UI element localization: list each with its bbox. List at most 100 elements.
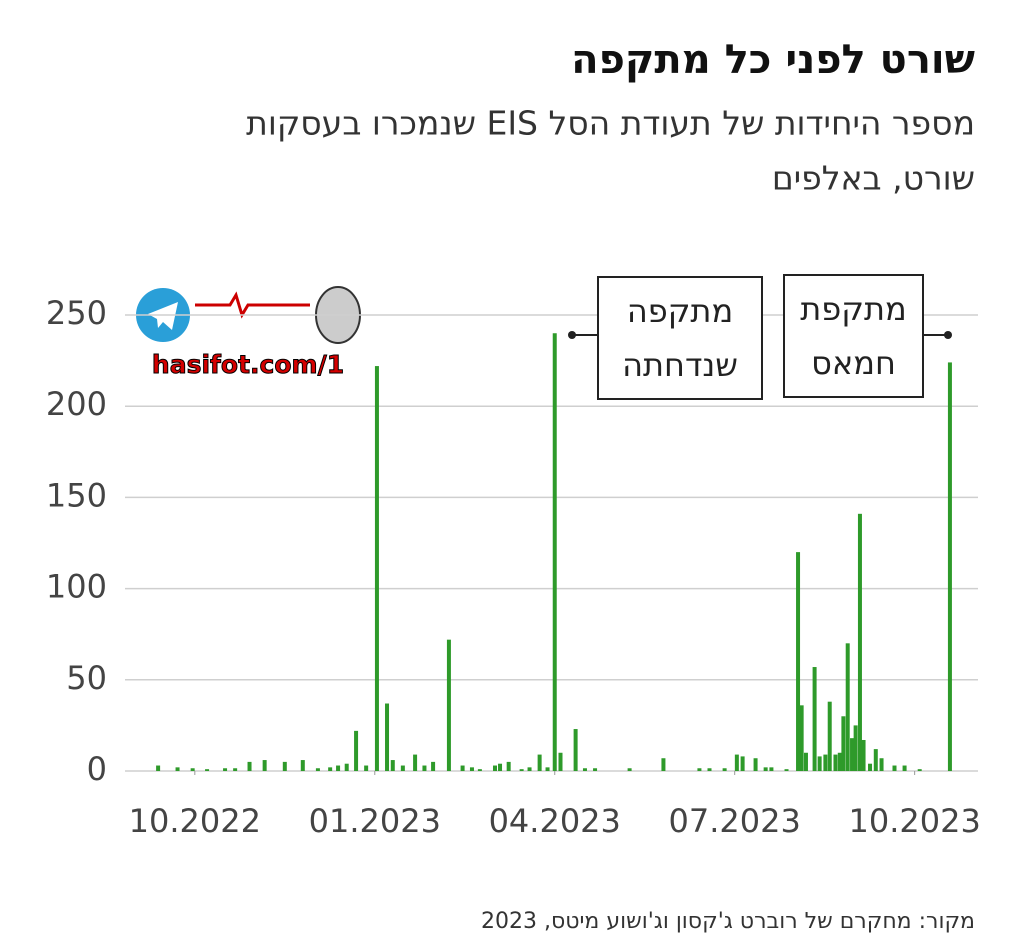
bar (817, 756, 822, 771)
bar (841, 716, 846, 771)
bar (845, 643, 850, 771)
bar (354, 730, 359, 771)
x-tick-label: 01.2023 (309, 802, 441, 840)
bar (753, 758, 758, 771)
bar (282, 761, 287, 771)
bar (385, 703, 390, 771)
bar (223, 768, 228, 771)
bar (431, 761, 436, 771)
annotation: מתקפת חמאס (783, 274, 952, 398)
x-tick-label: 07.2023 (669, 802, 801, 840)
bar (413, 754, 418, 771)
bar (902, 765, 907, 771)
x-tick-label: 04.2023 (489, 802, 621, 840)
bar (763, 767, 768, 771)
annotation: מתקפה שנדחתה (568, 276, 763, 400)
y-tick-label: 150 (46, 476, 107, 514)
bar (582, 768, 587, 771)
bar (853, 725, 858, 771)
bar (300, 760, 305, 771)
x-tick-label: 10.2022 (129, 802, 261, 840)
bar (400, 765, 405, 771)
annotation-text: חמאס (811, 344, 896, 382)
annotation-text: שנדחתה (622, 346, 738, 384)
bar (205, 769, 210, 771)
bar (573, 729, 578, 771)
bar (837, 752, 842, 771)
bar (722, 768, 727, 771)
annotation-text: מתקפה (627, 292, 733, 330)
x-tick-label: 10.2023 (848, 802, 980, 840)
bar (364, 765, 369, 771)
bar (344, 763, 349, 771)
bar (422, 765, 427, 771)
y-tick-label: 100 (46, 568, 107, 606)
subtitle: מספר היחידות של תעודת הסל EIS שנמכרו בעס… (246, 104, 975, 143)
y-tick-label: 250 (46, 294, 107, 332)
bar (469, 767, 474, 771)
annotation-box (783, 274, 924, 398)
bar (156, 765, 161, 771)
bar (707, 768, 712, 771)
bar (315, 768, 320, 771)
chart-title: שורט לפני כל מתקפה (571, 37, 975, 83)
bar (190, 768, 195, 771)
annotation-dot (944, 331, 952, 339)
bar (262, 760, 267, 771)
bar (799, 705, 804, 771)
bar (868, 763, 873, 771)
bar (850, 738, 855, 771)
bar (823, 754, 828, 771)
annotation-text: מתקפת (800, 290, 906, 328)
bar (477, 769, 482, 771)
bar (519, 769, 524, 771)
bar (917, 769, 922, 771)
bar (552, 333, 557, 771)
bar (233, 768, 238, 771)
bar (784, 769, 789, 771)
bar (175, 767, 180, 771)
bar (336, 765, 341, 771)
bar (545, 767, 550, 771)
bar (857, 513, 862, 771)
y-tick-label: 50 (66, 659, 107, 697)
bar (374, 366, 379, 771)
bar (740, 756, 745, 771)
bar (861, 739, 866, 771)
bar (873, 749, 878, 771)
bar (506, 761, 511, 771)
bar (796, 552, 801, 771)
bar (769, 767, 774, 771)
bar (947, 362, 952, 771)
bar (498, 763, 503, 771)
bar (247, 761, 252, 771)
pulse-line (195, 291, 310, 319)
bar (892, 765, 897, 771)
bar (492, 765, 497, 771)
bar (627, 768, 632, 771)
bar (833, 754, 838, 771)
telegram-plane (148, 302, 178, 330)
annotation-box (597, 276, 763, 400)
bar (879, 758, 884, 771)
bar (537, 754, 542, 771)
bar (558, 752, 563, 771)
bar (697, 768, 702, 771)
source: מקור: מחקרם של רוברט ג'קסון וג'ושוע מיטס… (481, 909, 975, 933)
bar (812, 667, 817, 771)
bar (527, 767, 532, 771)
bar (827, 701, 832, 771)
subtitle: שורט, באלפים (772, 159, 975, 198)
watermark: hasifot.com/1 (152, 350, 344, 379)
y-tick-label: 200 (46, 385, 107, 423)
bar (734, 754, 739, 771)
bar (390, 760, 395, 771)
y-tick-label: 0 (87, 750, 107, 788)
bar (460, 765, 465, 771)
bar (803, 752, 808, 771)
bar (328, 767, 333, 771)
bar (446, 639, 451, 771)
bar (661, 758, 666, 771)
annotation-dot (568, 331, 576, 339)
